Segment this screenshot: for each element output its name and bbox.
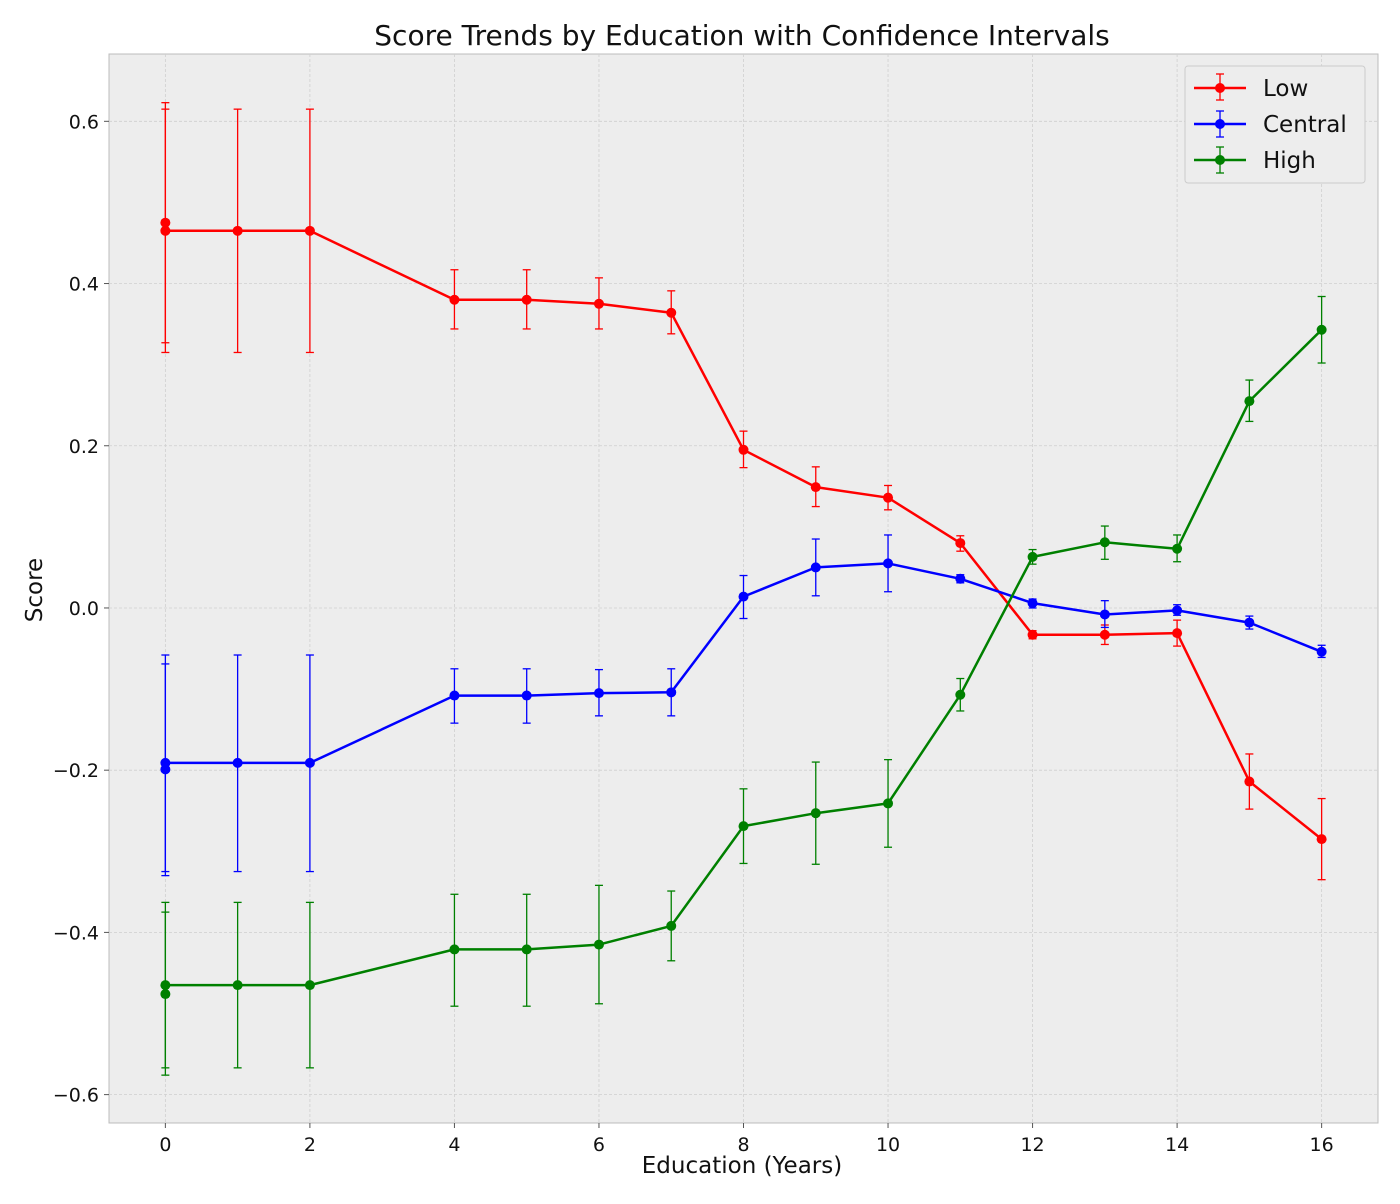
legend-marker-low	[1215, 83, 1225, 93]
data-point-low	[810, 482, 821, 493]
data-point-low	[1316, 834, 1327, 845]
data-point-low	[593, 298, 604, 309]
data-point-central	[1172, 605, 1183, 616]
series-central	[160, 534, 1327, 877]
data-point-low	[1027, 629, 1038, 640]
data-point-high	[1027, 551, 1038, 562]
y-tick-label: 0.6	[69, 111, 99, 133]
data-point-central	[666, 687, 677, 698]
data-point-central	[1244, 617, 1255, 628]
x-tick-label: 2	[304, 1134, 316, 1156]
legend: Low Central High	[1184, 65, 1366, 184]
data-point-low	[666, 307, 677, 318]
data-point-low	[738, 444, 749, 455]
data-point-high	[738, 821, 749, 832]
x-tick-label: 0	[159, 1134, 171, 1156]
legend-entry-high: High	[1194, 146, 1316, 174]
data-point-high	[1316, 324, 1327, 335]
legend-marker-central	[1215, 119, 1225, 129]
y-tick-label: −0.2	[53, 760, 99, 782]
data-point-high	[304, 980, 315, 991]
data-point-central	[160, 757, 171, 768]
data-point-high	[1099, 537, 1110, 548]
y-tick-label: −0.4	[53, 922, 99, 944]
legend-label-low: Low	[1263, 76, 1308, 102]
series-high	[160, 295, 1327, 1076]
legend-entry-low: Low	[1194, 73, 1308, 102]
data-point-low	[1172, 628, 1183, 639]
data-point-high	[449, 944, 460, 955]
data-point-low	[1244, 776, 1255, 787]
data-point-high	[955, 689, 966, 700]
x-tick-label: 4	[448, 1134, 460, 1156]
data-point-low	[955, 538, 966, 549]
series-layer	[160, 102, 1327, 1076]
y-tick-label: −0.6	[53, 1085, 99, 1107]
y-axis-label: Score	[22, 558, 48, 622]
x-axis-label: Education (Years)	[642, 1153, 842, 1179]
data-point-low	[521, 294, 532, 305]
data-point-central	[521, 690, 532, 701]
legend-entry-central: Central	[1194, 110, 1347, 138]
legend-frame	[1184, 65, 1366, 184]
data-point-high	[883, 798, 894, 809]
axes: 0 2 4 6 8 10 12 14 16 −0.6 −0.4 −0.2 0.0 0.2 0.4 0.6	[53, 111, 1334, 1156]
x-tick-label: 6	[593, 1134, 605, 1156]
chart-title: Score Trends by Education with Confidenc…	[374, 19, 1109, 52]
x-tick-label: 12	[1020, 1134, 1044, 1156]
data-point-high	[160, 989, 171, 1000]
data-point-central	[232, 757, 243, 768]
data-point-low	[304, 225, 315, 236]
x-tick-label: 14	[1165, 1134, 1189, 1156]
data-point-low	[160, 217, 171, 228]
data-point-high	[593, 939, 604, 950]
data-point-central	[810, 562, 821, 573]
data-point-low	[232, 225, 243, 236]
data-point-low	[883, 492, 894, 503]
data-point-high	[232, 980, 243, 991]
data-point-central	[1316, 646, 1327, 657]
data-point-central	[1099, 609, 1110, 620]
x-tick-label: 16	[1310, 1134, 1334, 1156]
y-tick-label: 0.4	[69, 274, 99, 296]
data-point-low	[1099, 629, 1110, 640]
data-point-high	[810, 808, 821, 819]
data-point-high	[160, 980, 171, 991]
data-point-high	[666, 920, 677, 931]
legend-marker-high	[1215, 155, 1225, 165]
legend-label-high: High	[1263, 148, 1316, 174]
data-point-central	[1027, 598, 1038, 609]
data-point-central	[738, 591, 749, 602]
data-point-central	[955, 573, 966, 584]
data-point-central	[883, 558, 894, 569]
data-point-high	[521, 944, 532, 955]
y-tick-label: 0.0	[69, 598, 99, 620]
data-point-low	[160, 225, 171, 236]
data-point-low	[449, 294, 460, 305]
legend-label-central: Central	[1263, 112, 1347, 138]
y-tick-label: 0.2	[69, 436, 99, 458]
data-point-central	[304, 757, 315, 768]
data-point-high	[1244, 396, 1255, 407]
data-point-high	[1172, 543, 1183, 554]
x-tick-label: 8	[737, 1134, 749, 1156]
series-low	[160, 102, 1327, 881]
data-point-central	[593, 688, 604, 699]
x-tick-label: 10	[876, 1134, 900, 1156]
data-point-central	[449, 690, 460, 701]
